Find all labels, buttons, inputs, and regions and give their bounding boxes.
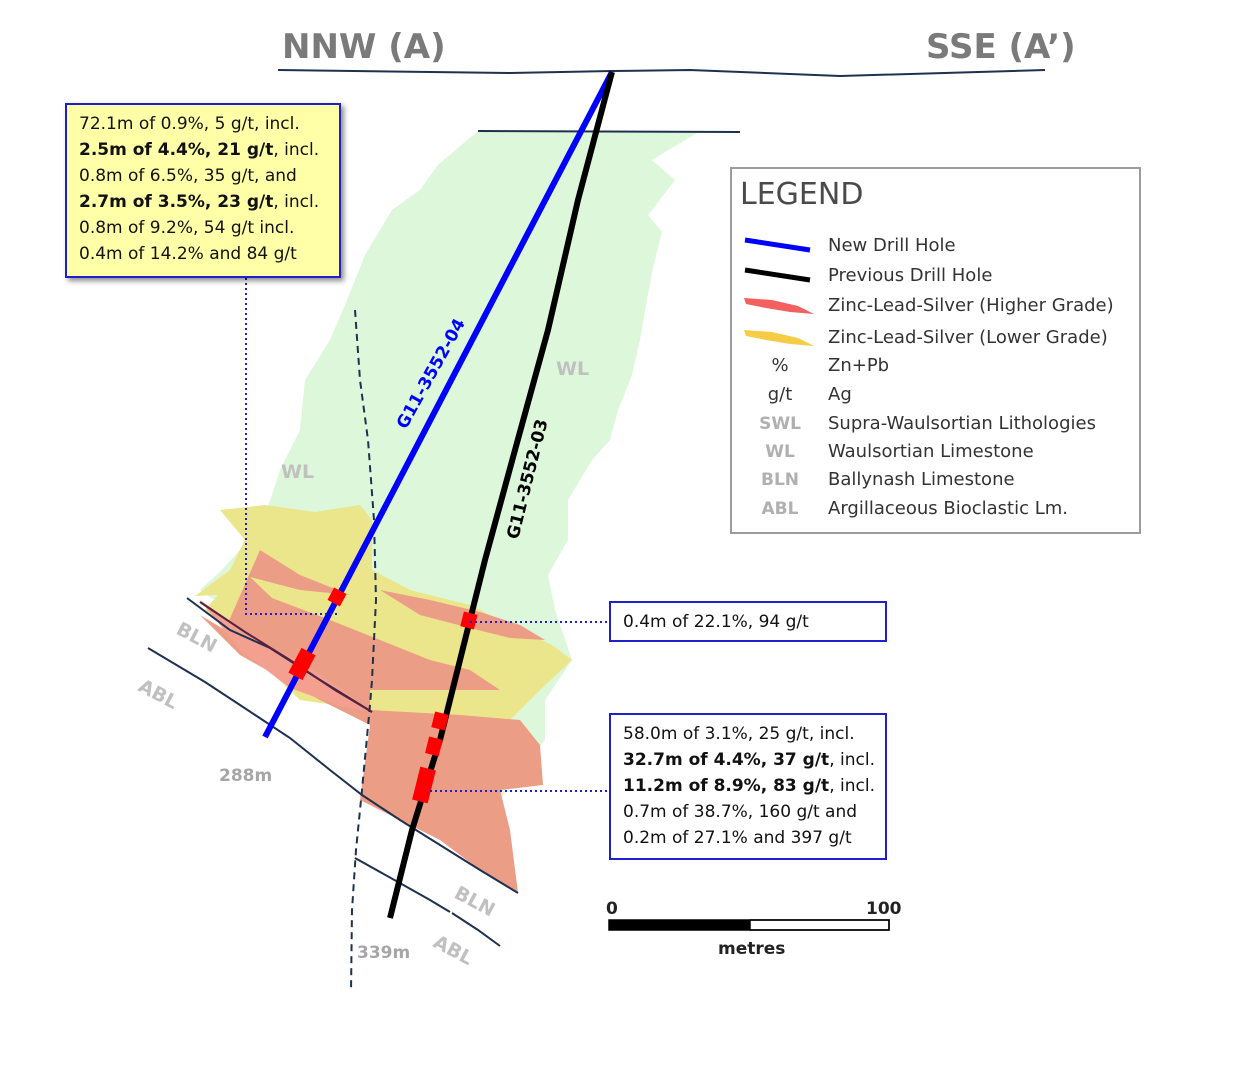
legend-label: Supra-Waulsortian Lithologies — [828, 413, 1096, 434]
scale-bar-frame — [608, 919, 890, 931]
legend-label: New Drill Hole — [828, 235, 956, 256]
callout-line: 0.4m of 22.1%, 94 g/t — [623, 612, 809, 632]
unit-label-wl-right: WL — [556, 358, 589, 380]
legend-label: Ballynash Limestone — [828, 469, 1015, 490]
legend-symbol-code: BLN — [760, 470, 800, 490]
callout-line: 0.4m of 14.2% and 84 g/t — [79, 244, 297, 264]
scale-bar-black — [609, 920, 750, 930]
callout-line: 2.5m of 4.4%, 21 g/t, incl. — [79, 140, 320, 160]
higher-grade-sliver — [380, 590, 545, 640]
unit-label-wl-left: WL — [281, 461, 314, 483]
direction-right-label: SSE (A’) — [926, 27, 1076, 67]
unit-label-bln-lower: BLN — [451, 882, 499, 921]
depth-label-previous-hole: 339m — [357, 943, 410, 963]
intercept-prev-4 — [412, 766, 436, 804]
callout-line: 58.0m of 3.1%, 25 g/t, incl. — [623, 724, 855, 744]
unit-label-abl-upper: ABL — [135, 675, 182, 714]
legend-label: Previous Drill Hole — [828, 265, 993, 286]
higher-grade-zone — [200, 550, 543, 893]
legend-label: Waulsortian Limestone — [828, 441, 1034, 462]
bln-contact-upper-inner — [199, 601, 373, 713]
legend-symbol-text: % — [771, 355, 789, 376]
direction-left-label: NNW (A) — [282, 27, 446, 67]
legend-item-previous-drill-hole: Previous Drill Hole — [732, 262, 1139, 290]
callout-line: 72.1m of 0.9%, 5 g/t, incl. — [79, 114, 300, 134]
callout-bottom-right: 58.0m of 3.1%, 25 g/t, incl. 32.7m of 4.… — [609, 713, 887, 860]
callout-line: 2.7m of 3.5%, 23 g/t, incl. — [79, 192, 320, 212]
legend-label: Zinc-Lead-Silver (Higher Grade) — [828, 295, 1114, 316]
callout-line: 32.7m of 4.4%, 37 g/t, incl. — [623, 750, 875, 770]
scale-min-label: 0 — [606, 899, 618, 919]
legend-item-new-drill-hole: New Drill Hole — [732, 232, 1139, 260]
unit-label-abl-lower: ABL — [430, 931, 477, 970]
intercept-prev-1 — [460, 611, 478, 630]
abl-contact-lower — [451, 912, 501, 947]
topography-line — [277, 68, 1046, 78]
black-line-icon — [742, 262, 818, 290]
legend-item-lower-grade: Zinc-Lead-Silver (Lower Grade) — [732, 324, 1139, 352]
contact-highlight — [200, 600, 372, 712]
fault-lower — [350, 704, 371, 993]
legend-label: Ag — [828, 384, 852, 405]
callout-top-left: 72.1m of 0.9%, 5 g/t, incl. 2.5m of 4.4%… — [65, 103, 341, 278]
red-brush-swatch-icon — [742, 292, 818, 320]
intercept-prev-2 — [431, 711, 449, 731]
legend-label: Zn+Pb — [828, 355, 890, 376]
legend-label: Zinc-Lead-Silver (Lower Grade) — [828, 327, 1108, 348]
legend-symbol-code: SWL — [759, 414, 801, 434]
abl-contact-upper — [147, 647, 519, 894]
legend-item-percent: % Zn+Pb — [732, 352, 1139, 380]
legend-item-wl: WL Waulsortian Limestone — [732, 438, 1139, 466]
legend-item-higher-grade: Zinc-Lead-Silver (Higher Grade) — [732, 292, 1139, 320]
legend: LEGEND New Drill Hole Previous Drill Hol… — [730, 167, 1141, 534]
leader-top-left — [245, 278, 338, 615]
legend-symbol-code: WL — [765, 442, 795, 462]
legend-item-bln: BLN Ballynash Limestone — [732, 466, 1139, 494]
blue-line-icon — [742, 232, 818, 260]
legend-item-abl: ABL Argillaceous Bioclastic Lm. — [732, 495, 1139, 523]
scale-max-label: 100 — [866, 899, 902, 919]
legend-symbol-code: ABL — [761, 499, 799, 519]
callout-line: 0.2m of 27.1% and 397 g/t — [623, 828, 852, 848]
legend-item-swl: SWL Supra-Waulsortian Lithologies — [732, 410, 1139, 438]
legend-symbol-text: g/t — [767, 384, 793, 405]
legend-item-gpt: g/t Ag — [732, 381, 1139, 409]
legend-label: Argillaceous Bioclastic Lm. — [828, 498, 1068, 519]
intercept-prev-3 — [425, 736, 443, 757]
upper-contact-line — [477, 130, 741, 133]
intercept-new-2 — [288, 647, 316, 681]
bln-contact-lower — [354, 857, 451, 913]
depth-label-new-hole: 288m — [219, 766, 272, 786]
callout-middle-right: 0.4m of 22.1%, 94 g/t — [609, 601, 887, 642]
legend-title: LEGEND — [740, 177, 864, 212]
fault-upper — [354, 309, 378, 706]
yellow-brush-swatch-icon — [742, 324, 818, 352]
scale-bar-white — [749, 919, 890, 931]
scale-unit-label: metres — [718, 939, 785, 959]
new-drill-hole — [262, 70, 615, 739]
intercept-new-1 — [327, 587, 347, 607]
callout-line: 0.8m of 6.5%, 35 g/t, and — [79, 166, 297, 186]
callout-line: 11.2m of 8.9%, 83 g/t, incl. — [623, 776, 875, 796]
callout-line: 0.8m of 9.2%, 54 g/t incl. — [79, 218, 295, 238]
callout-line: 0.7m of 38.7%, 160 g/t and — [623, 802, 858, 822]
